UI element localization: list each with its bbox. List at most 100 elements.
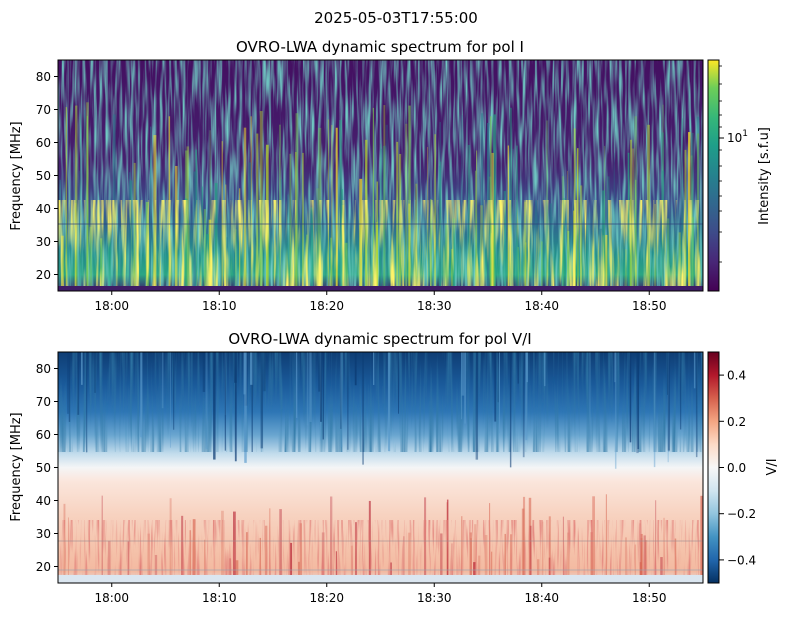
vi-streak (614, 352, 616, 383)
y-tick-label: 70 (36, 395, 51, 409)
pol-i-colorbar (707, 59, 720, 292)
colorbar-tick-label: −0.2 (727, 507, 756, 521)
vi-streak (322, 352, 324, 440)
vi-streak (250, 352, 253, 385)
vi-streak (340, 352, 343, 448)
x-tick-label: 18:20 (309, 591, 344, 605)
vi-streak (309, 352, 312, 422)
vi-streak (522, 352, 525, 458)
vi-streak (243, 352, 246, 395)
vi-streak (80, 352, 83, 385)
vi-streak (295, 352, 298, 418)
burst-streak (74, 105, 78, 291)
vi-streak (318, 352, 321, 392)
vi-streak (68, 352, 71, 422)
y-tick-label: 20 (36, 268, 51, 282)
panel-pol-vi-title: OVRO-LWA dynamic spectrum for pol V/I (228, 330, 531, 348)
vi-streak (202, 352, 206, 392)
vi-streak (373, 352, 375, 385)
colorbar-tick-label: 0.4 (727, 369, 746, 383)
y-tick-label: 60 (36, 136, 51, 150)
burst-streak (383, 105, 386, 291)
vi-streak (173, 352, 175, 430)
vi-streak (667, 352, 669, 463)
vi-streak (234, 352, 237, 462)
x-tick-label: 18:50 (632, 299, 667, 313)
burst-streak (408, 105, 411, 291)
vi-streak (234, 352, 237, 383)
vi-streak (213, 352, 216, 460)
vi-streak (354, 352, 357, 386)
vi-streak (362, 352, 364, 465)
vi-streak (653, 352, 656, 468)
colorbar-tick-label: −0.4 (727, 553, 756, 567)
pol-vi-y-axis: 20 30 40 50 60 70 80 (36, 362, 58, 574)
pol-i-x-axis: 18:00 18:10 18:20 18:30 18:40 18:50 (94, 291, 667, 313)
vi-streak (461, 352, 465, 396)
y-tick-label: 50 (36, 169, 51, 183)
vi-streak (251, 352, 253, 452)
x-tick-label: 18:40 (524, 299, 559, 313)
vi-streak (679, 352, 682, 430)
vi-streak (509, 352, 512, 468)
vi-streak (263, 352, 266, 392)
vi-streak (340, 352, 342, 429)
burst-streak (65, 107, 67, 291)
pol-i-y-axis: 20 30 40 50 60 70 80 (36, 70, 58, 282)
vi-streak (306, 352, 309, 426)
vi-streak (347, 352, 349, 450)
y-tick-label: 80 (36, 362, 51, 376)
y-tick-label: 70 (36, 103, 51, 117)
burst-streak (372, 107, 375, 291)
pol-i-colorbar-label: Intensity [s.f.u] (757, 127, 772, 225)
x-tick-label: 18:30 (417, 299, 452, 313)
vi-streak (260, 352, 264, 449)
pol-vi-heatmap (58, 352, 703, 583)
y-tick-label: 60 (36, 428, 51, 442)
vi-streak (589, 352, 591, 438)
x-tick-label: 18:30 (417, 591, 452, 605)
vi-streak (498, 352, 500, 434)
y-tick-label: 20 (36, 560, 51, 574)
vi-streak (637, 352, 640, 450)
y-tick-label: 50 (36, 461, 51, 475)
pol-i-heatmap (58, 60, 703, 291)
pol-i-colorbar-ticks (719, 65, 724, 263)
y-tick-label: 40 (36, 494, 51, 508)
vi-streak (629, 352, 632, 443)
vi-streak (94, 352, 96, 393)
vi-streak (161, 352, 164, 409)
x-tick-label: 18:40 (524, 591, 559, 605)
colorbar-tick-label: 0.2 (727, 415, 746, 429)
vi-streak (693, 352, 696, 389)
burst-streak (662, 104, 664, 291)
panel-pol-i: OVRO-LWA dynamic spectrum for pol I 20 30… (9, 38, 772, 313)
vi-streak (205, 352, 208, 450)
vi-streak (494, 352, 497, 422)
y-tick-label: 80 (36, 70, 51, 84)
vi-streak (398, 352, 399, 414)
pol-i-ylabel: Frequency [MHz] (9, 121, 24, 230)
pol-i-colorbar-tick-label: 101 (727, 129, 748, 145)
vi-streak (636, 352, 639, 454)
figure-suptitle: 2025-05-03T17:55:00 (314, 9, 478, 27)
vi-streak (86, 352, 88, 453)
vi-streak (169, 352, 171, 448)
pol-vi-colorbar-label: V/I (765, 458, 780, 475)
vi-streak (544, 352, 546, 387)
y-tick-label: 40 (36, 202, 51, 216)
vi-streak (140, 352, 143, 438)
pol-vi-x-axis: 18:00 18:10 18:20 18:30 18:40 18:50 (94, 583, 667, 605)
x-tick-label: 18:00 (94, 299, 129, 313)
vi-streak (667, 352, 671, 451)
pol-vi-ylabel: Frequency [MHz] (9, 412, 24, 521)
vi-streak (387, 352, 391, 452)
vi-streak (464, 352, 466, 424)
vi-streak (695, 352, 698, 458)
vi-streak (244, 352, 247, 463)
vi-streak (475, 352, 479, 460)
vi-streak (666, 352, 668, 395)
vi-streak (614, 352, 617, 469)
burst-streak (509, 107, 512, 291)
